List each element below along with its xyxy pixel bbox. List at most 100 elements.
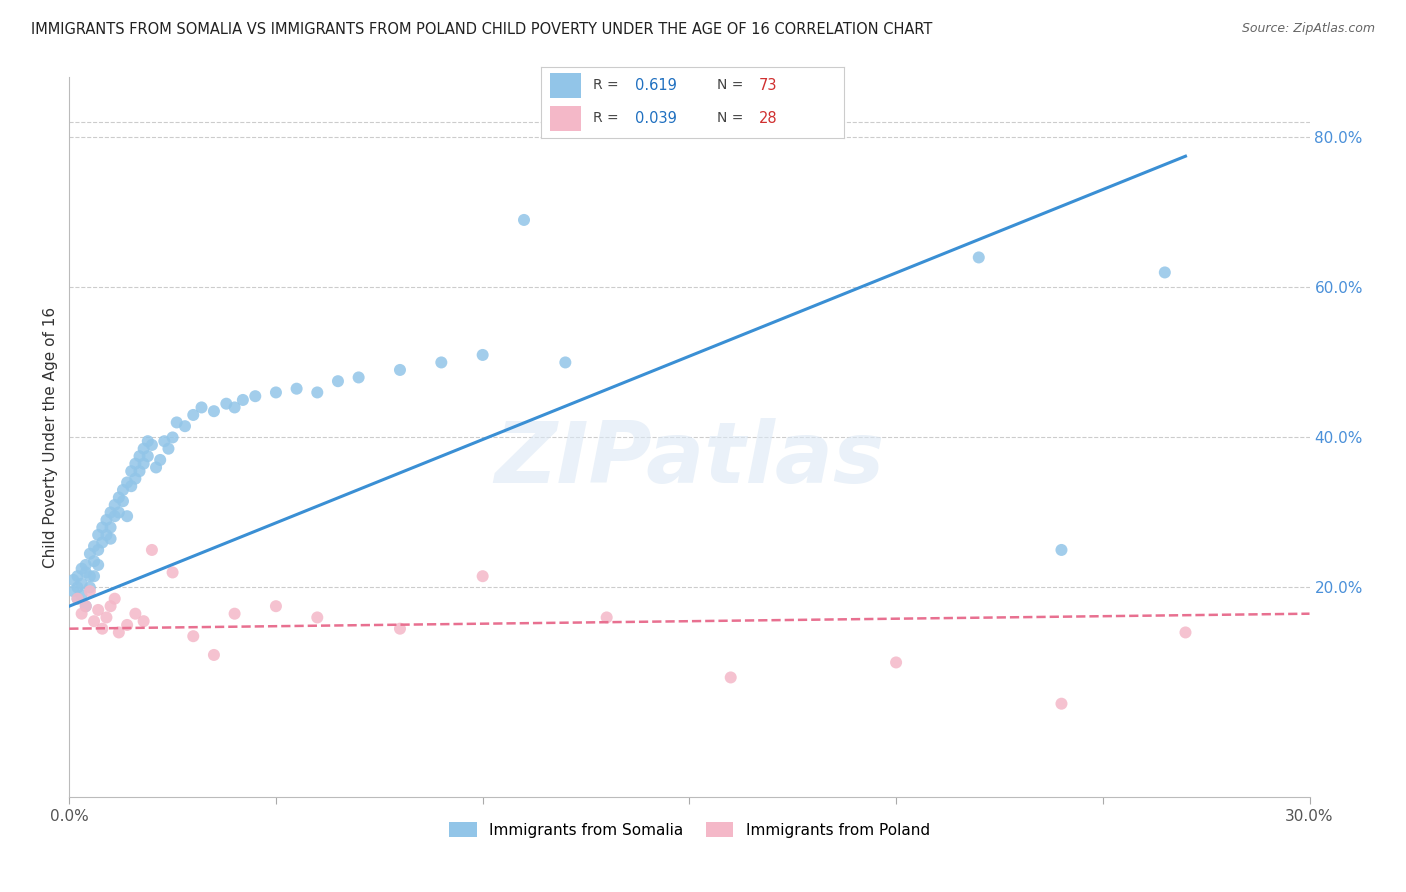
Point <box>224 607 246 621</box>
Point <box>120 479 142 493</box>
Point <box>120 464 142 478</box>
Point <box>232 392 254 407</box>
Point <box>1050 543 1073 558</box>
Point <box>132 457 155 471</box>
Text: R =: R = <box>593 112 623 125</box>
Point <box>66 581 89 595</box>
Point <box>132 442 155 456</box>
Point <box>388 363 411 377</box>
Point <box>79 584 101 599</box>
Point <box>136 449 159 463</box>
Point <box>70 607 93 621</box>
Text: 28: 28 <box>759 111 778 126</box>
Text: IMMIGRANTS FROM SOMALIA VS IMMIGRANTS FROM POLAND CHILD POVERTY UNDER THE AGE OF: IMMIGRANTS FROM SOMALIA VS IMMIGRANTS FR… <box>31 22 932 37</box>
Point <box>174 419 197 434</box>
Point <box>181 408 204 422</box>
Point <box>141 438 163 452</box>
Point <box>128 449 150 463</box>
Point <box>83 569 105 583</box>
Point <box>884 656 907 670</box>
Point <box>162 566 184 580</box>
Point <box>75 599 97 614</box>
Text: 0.039: 0.039 <box>636 111 676 126</box>
Point <box>307 385 329 400</box>
Point <box>1153 265 1175 279</box>
Point <box>66 591 89 606</box>
Point <box>108 505 131 519</box>
Point <box>79 581 101 595</box>
Text: Source: ZipAtlas.com: Source: ZipAtlas.com <box>1241 22 1375 36</box>
Point <box>190 401 212 415</box>
Point <box>264 599 287 614</box>
Y-axis label: Child Poverty Under the Age of 16: Child Poverty Under the Age of 16 <box>44 307 58 568</box>
Point <box>108 625 131 640</box>
Point <box>202 404 225 418</box>
Text: ZIPatlas: ZIPatlas <box>495 417 884 500</box>
Point <box>215 397 238 411</box>
Point <box>83 614 105 628</box>
Point <box>100 599 122 614</box>
Point <box>149 453 172 467</box>
Point <box>202 648 225 662</box>
Point <box>513 213 536 227</box>
Point <box>136 434 159 449</box>
Point <box>91 520 114 534</box>
Point <box>100 505 122 519</box>
Point <box>141 543 163 558</box>
Point <box>245 389 267 403</box>
Point <box>145 460 167 475</box>
Point <box>132 614 155 628</box>
Point <box>75 599 97 614</box>
Point <box>166 416 188 430</box>
Point <box>388 622 411 636</box>
Text: 0.619: 0.619 <box>636 78 676 93</box>
Point <box>115 618 138 632</box>
Text: R =: R = <box>593 78 623 93</box>
Point <box>91 622 114 636</box>
Point <box>100 520 122 534</box>
Point <box>79 569 101 583</box>
Point <box>83 554 105 568</box>
Text: 73: 73 <box>759 78 778 93</box>
Point <box>1050 697 1073 711</box>
Point <box>70 562 93 576</box>
Legend: Immigrants from Somalia, Immigrants from Poland: Immigrants from Somalia, Immigrants from… <box>443 816 936 844</box>
Point <box>70 576 93 591</box>
Point <box>285 382 308 396</box>
Point <box>967 251 990 265</box>
Point <box>62 573 84 587</box>
Bar <box>550 106 581 131</box>
Point <box>153 434 176 449</box>
Bar <box>550 72 581 97</box>
Point <box>115 475 138 490</box>
Point <box>66 569 89 583</box>
Point <box>108 491 131 505</box>
Point <box>720 670 742 684</box>
Point <box>111 494 134 508</box>
Point <box>87 528 110 542</box>
Point <box>66 591 89 606</box>
Point <box>181 629 204 643</box>
Point <box>100 532 122 546</box>
Point <box>157 442 180 456</box>
Point <box>430 355 453 369</box>
Point <box>347 370 370 384</box>
Point <box>307 610 329 624</box>
Point <box>96 610 118 624</box>
Point <box>91 535 114 549</box>
Text: N =: N = <box>717 78 748 93</box>
Point <box>115 509 138 524</box>
Point <box>96 513 118 527</box>
Point <box>554 355 576 369</box>
Point <box>104 509 127 524</box>
Point <box>96 528 118 542</box>
Point <box>471 348 494 362</box>
Point <box>70 588 93 602</box>
Point <box>83 539 105 553</box>
Point <box>87 543 110 558</box>
Point <box>1174 625 1197 640</box>
Point <box>471 569 494 583</box>
Point <box>79 547 101 561</box>
Point <box>124 457 146 471</box>
Point <box>104 591 127 606</box>
